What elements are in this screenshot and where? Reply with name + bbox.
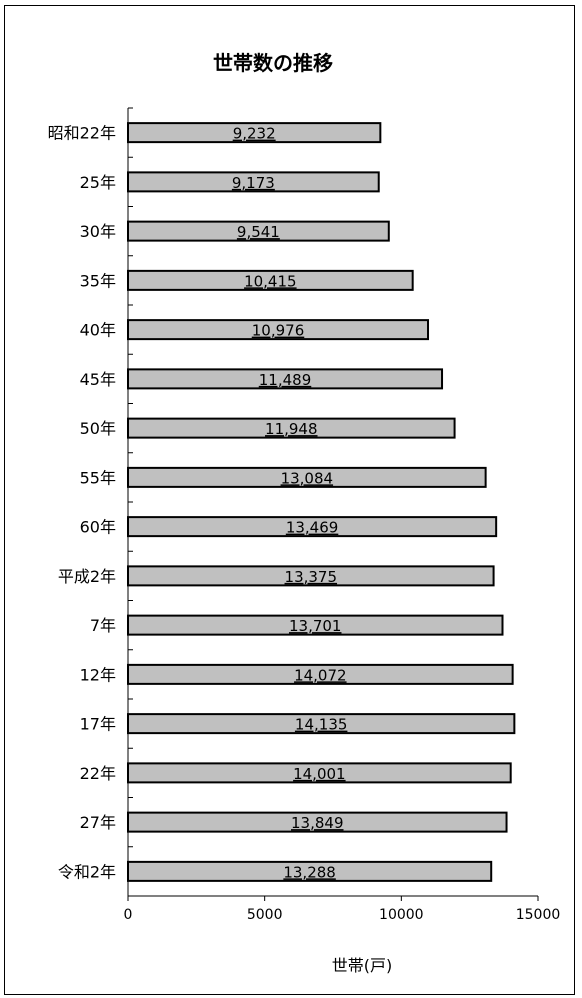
category-label: 40年 xyxy=(80,321,116,340)
plot-area: 0 5000 10000 15000 昭和22年 9,232 25年 9,173 30年 9,54… xyxy=(48,107,561,923)
data-label: 14,072 xyxy=(294,666,347,684)
data-label: 13,469 xyxy=(286,519,339,537)
data-label: 13,375 xyxy=(285,568,338,586)
data-label: 13,288 xyxy=(283,863,336,881)
category-label: 30年 xyxy=(80,222,116,241)
category-label: 昭和22年 xyxy=(48,124,116,143)
category-label: 45年 xyxy=(80,370,116,389)
data-label: 9,232 xyxy=(233,125,276,143)
category-label: 50年 xyxy=(80,419,116,438)
data-label: 13,084 xyxy=(281,469,334,487)
data-label: 11,489 xyxy=(259,371,312,389)
bar xyxy=(127,269,414,291)
bar xyxy=(127,368,444,390)
category-label: 27年 xyxy=(80,813,116,832)
bar xyxy=(127,713,516,735)
bar xyxy=(127,663,514,685)
bar xyxy=(127,565,495,587)
category-label: 令和2年 xyxy=(58,862,116,881)
category-label: 55年 xyxy=(80,468,116,487)
chart-frame: 世帯数の推移 0 5000 10000 15000 昭和22年 9,232 25年 9,173… xyxy=(4,5,575,995)
bar xyxy=(127,319,430,341)
x-tick-label: 5000 xyxy=(247,907,283,923)
x-tick-label: 0 xyxy=(124,907,133,923)
x-axis-title: 世帯(戸) xyxy=(332,956,393,975)
category-label: 25年 xyxy=(80,173,116,192)
bar xyxy=(127,860,493,882)
data-label: 13,849 xyxy=(291,814,344,832)
category-label: 17年 xyxy=(80,715,116,734)
bar xyxy=(127,762,512,784)
data-label: 11,948 xyxy=(265,420,318,438)
bar xyxy=(127,220,390,242)
category-label: 22年 xyxy=(80,764,116,783)
bar xyxy=(127,516,498,538)
category-label: 60年 xyxy=(80,518,116,537)
x-tick-label: 15000 xyxy=(516,907,561,923)
category-label: 平成2年 xyxy=(58,567,116,586)
bar-chart: 世帯数の推移 0 5000 10000 15000 昭和22年 9,232 25年 9,173… xyxy=(48,51,561,975)
x-tick-label: 10000 xyxy=(379,907,424,923)
data-label: 9,541 xyxy=(237,223,280,241)
data-label: 14,001 xyxy=(293,765,346,783)
category-label: 35年 xyxy=(80,271,116,290)
category-label: 7年 xyxy=(90,616,116,635)
bar xyxy=(127,614,504,636)
bar xyxy=(127,417,456,439)
data-label: 10,415 xyxy=(244,272,297,290)
chart-title: 世帯数の推移 xyxy=(213,51,333,75)
data-label: 9,173 xyxy=(232,174,275,192)
bar xyxy=(127,466,487,488)
category-label: 12年 xyxy=(80,665,116,684)
bar xyxy=(127,122,382,144)
data-label: 10,976 xyxy=(252,322,305,340)
data-label: 13,701 xyxy=(289,617,342,635)
bar xyxy=(127,171,380,193)
bar xyxy=(127,811,508,833)
data-label: 14,135 xyxy=(295,716,348,734)
